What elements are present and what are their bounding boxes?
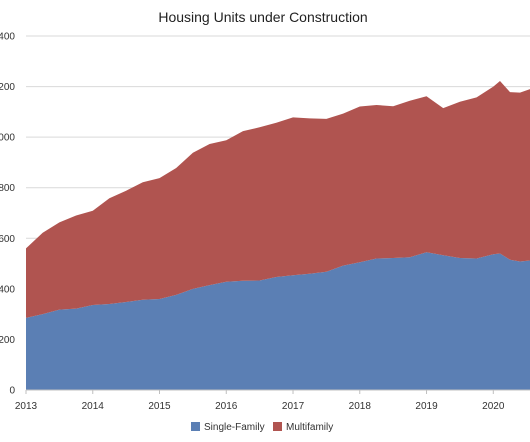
area-series-multifamily (26, 81, 530, 318)
x-tick-label-2018: 2018 (349, 401, 372, 412)
x-tick-label-2013: 2013 (15, 401, 38, 412)
legend-swatch-multifamily (273, 422, 282, 431)
legend-swatch-single-family (191, 422, 200, 431)
y-tick-label-800: 800 (0, 183, 15, 194)
area-series-single-family (26, 252, 530, 390)
y-tick-label-1000: 1000 (0, 133, 15, 144)
legend: Single-Family Multifamily (191, 422, 333, 433)
legend-label-single-family: Single-Family (204, 422, 265, 433)
axis-layer: 0 200 400 600 800 1000 1200 1400 2013 2014 2015 201… (0, 32, 530, 412)
x-tick-label-2016: 2016 (215, 401, 238, 412)
y-tick-label-200: 200 (0, 335, 15, 346)
y-tick-label-400: 400 (0, 284, 15, 295)
y-tick-label-0: 0 (9, 386, 15, 397)
x-tick-label-2019: 2019 (415, 401, 438, 412)
x-tick-label-2017: 2017 (282, 401, 305, 412)
x-tick-label-2015: 2015 (148, 401, 171, 412)
x-tick-label-2020: 2020 (482, 401, 505, 412)
x-tick-label-2014: 2014 (82, 401, 105, 412)
legend-label-multifamily: Multifamily (286, 422, 333, 433)
chart-title: Housing Units under Construction (158, 9, 367, 25)
y-tick-label-1400: 1400 (0, 32, 15, 43)
y-tick-label-1200: 1200 (0, 82, 15, 93)
y-tick-label-600: 600 (0, 234, 15, 245)
area-layer (26, 81, 530, 390)
